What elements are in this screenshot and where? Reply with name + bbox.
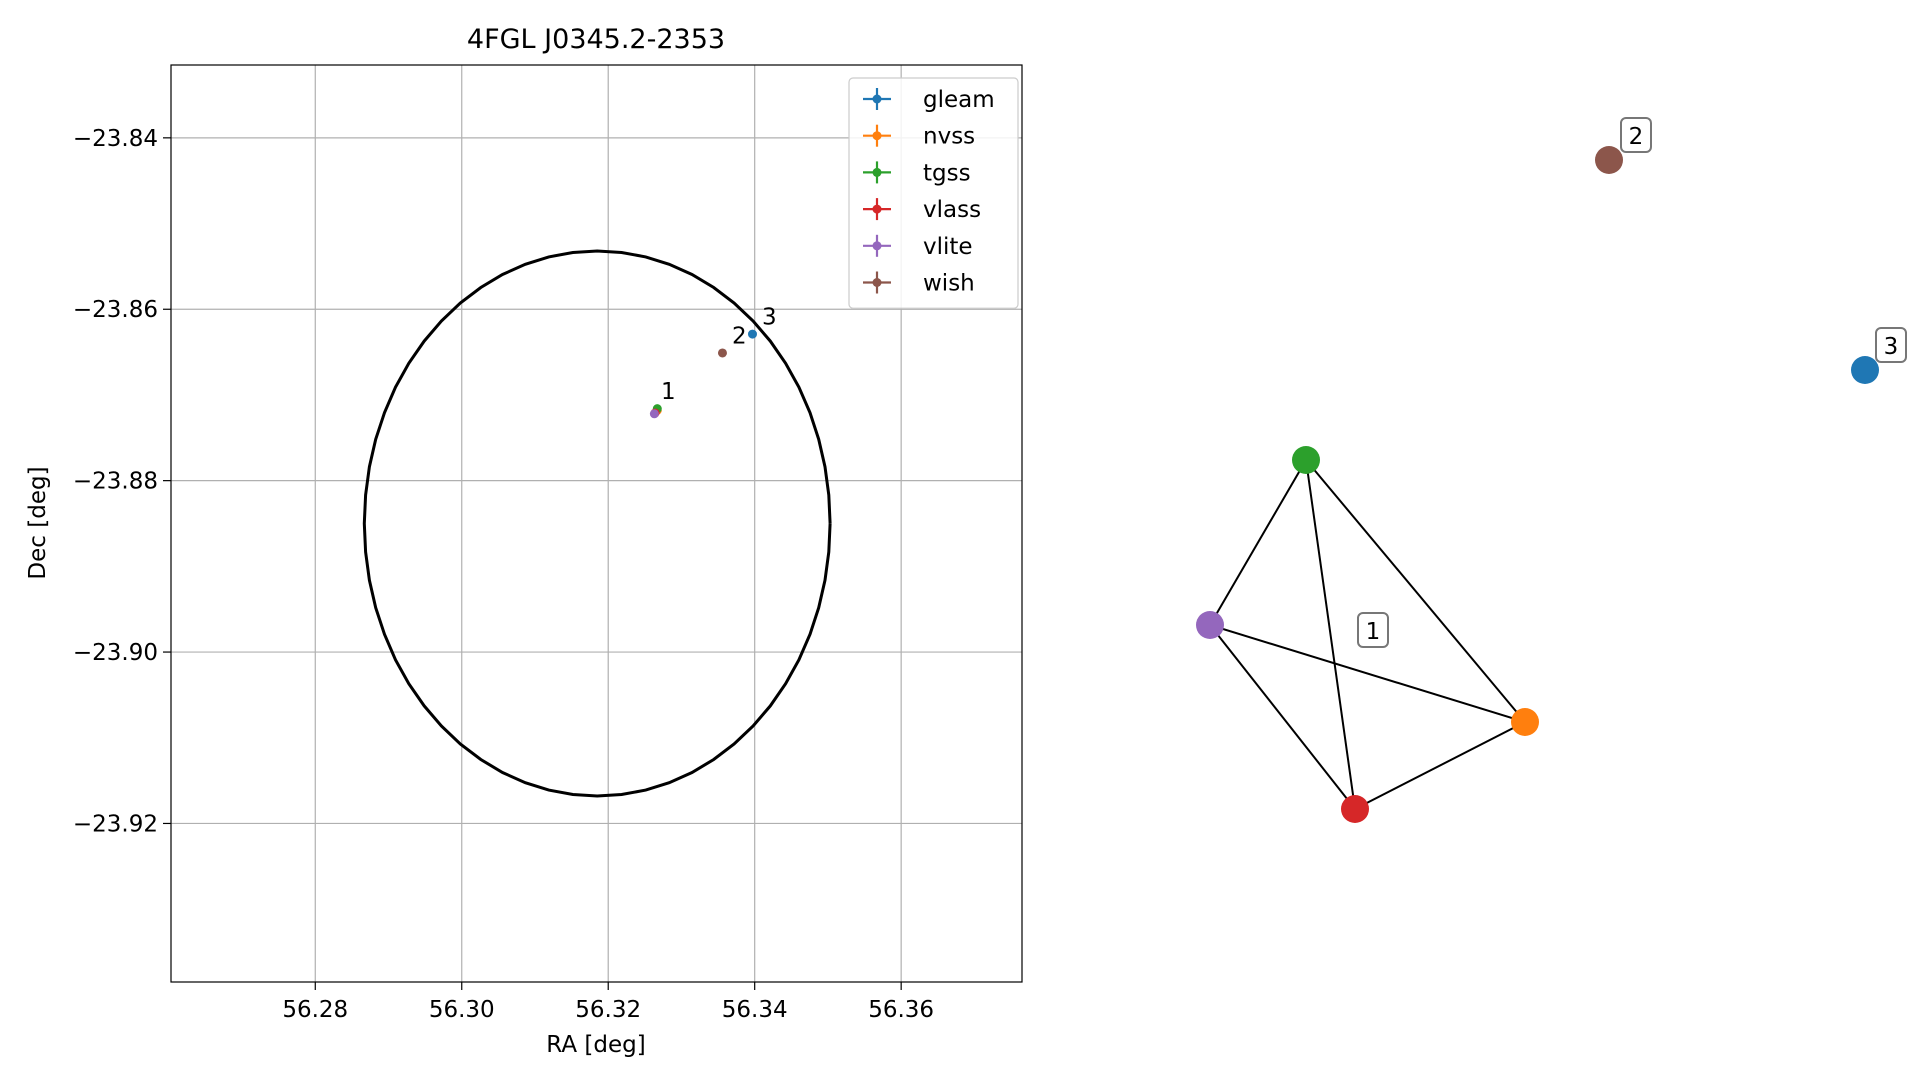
point-gleam — [747, 329, 757, 339]
svg-text:2: 2 — [1629, 124, 1644, 150]
graph-edges — [1209, 459, 1526, 810]
legend-item-nvss: nvss — [863, 124, 975, 150]
graph-nodes — [1196, 146, 1879, 823]
x-tick-label: 56.28 — [282, 997, 348, 1023]
legend-label: vlite — [923, 234, 973, 260]
graph-group-labels: 1 2 3 — [1357, 117, 1907, 648]
legend-item-tgss: tgss — [863, 160, 971, 186]
legend-label: wish — [923, 271, 975, 297]
group-label-1: 1 — [661, 379, 676, 405]
point-wish — [717, 348, 727, 358]
node-tgss — [1292, 446, 1320, 474]
legend-item-vlite: vlite — [863, 234, 973, 260]
y-tick-label: −23.84 — [73, 126, 158, 152]
graph-label-3: 3 — [1875, 327, 1907, 363]
legend-label: gleam — [923, 87, 995, 113]
y-tick-label: −23.90 — [73, 640, 158, 666]
legend: gleam nvss tgss vlass vlite wish — [848, 77, 1019, 309]
x-axis-label: RA [deg] — [546, 1032, 645, 1058]
match-graph-panel: 1 2 3 — [1196, 117, 1907, 823]
y-tick-label: −23.92 — [73, 811, 158, 837]
y-axis-ticks: −23.84 −23.86 −23.88 −23.90 −23.92 — [73, 126, 171, 837]
node-vlite — [1196, 611, 1224, 639]
x-tick-label: 56.32 — [575, 997, 641, 1023]
group-label-3: 3 — [762, 305, 777, 331]
sky-scatter-panel: 4FGL J0345.2-2353 56.28 56.30 56.32 56.34 56… — [25, 24, 1023, 1058]
source-points — [649, 329, 757, 419]
edge-tgss-vlass — [1305, 459, 1356, 810]
legend-item-wish: wish — [863, 271, 975, 297]
svg-text:3: 3 — [1884, 334, 1899, 360]
node-wish — [1595, 146, 1623, 174]
graph-label-1: 1 — [1357, 612, 1389, 648]
plot-frame — [170, 64, 1023, 983]
y-tick-label: −23.88 — [73, 469, 158, 495]
group-annotations: 1 23 — [661, 305, 777, 406]
legend-label: tgss — [923, 160, 971, 186]
association-circle — [362, 249, 832, 798]
node-gleam — [1851, 356, 1879, 384]
association-circle-outline — [362, 249, 832, 798]
svg-text:1: 1 — [1366, 619, 1381, 645]
legend-box — [848, 77, 1019, 309]
legend-item-gleam: gleam — [863, 87, 995, 113]
x-axis-ticks: 56.28 56.30 56.32 56.34 56.36 — [282, 982, 934, 1023]
x-tick-label: 56.34 — [722, 997, 788, 1023]
edge-vlass-nvss — [1354, 721, 1526, 810]
chart-title: 4FGL J0345.2-2353 — [467, 24, 725, 55]
legend-label: nvss — [923, 124, 975, 150]
node-vlass — [1341, 795, 1369, 823]
graph-label-2: 2 — [1620, 117, 1652, 153]
x-tick-label: 56.36 — [868, 997, 934, 1023]
y-tick-label: −23.86 — [73, 297, 158, 323]
x-tick-label: 56.30 — [429, 997, 495, 1023]
y-axis-label: Dec [deg] — [25, 466, 51, 579]
point-vlite — [649, 409, 659, 419]
group-label-2: 2 — [732, 324, 747, 350]
node-nvss — [1511, 708, 1539, 736]
legend-label: vlass — [923, 197, 981, 223]
edge-tgss-vlite — [1209, 459, 1307, 626]
edge-tgss-nvss — [1305, 459, 1526, 723]
edge-vlite-vlass — [1209, 624, 1356, 810]
legend-item-vlass: vlass — [863, 197, 981, 223]
edge-vlite-nvss — [1209, 624, 1526, 723]
